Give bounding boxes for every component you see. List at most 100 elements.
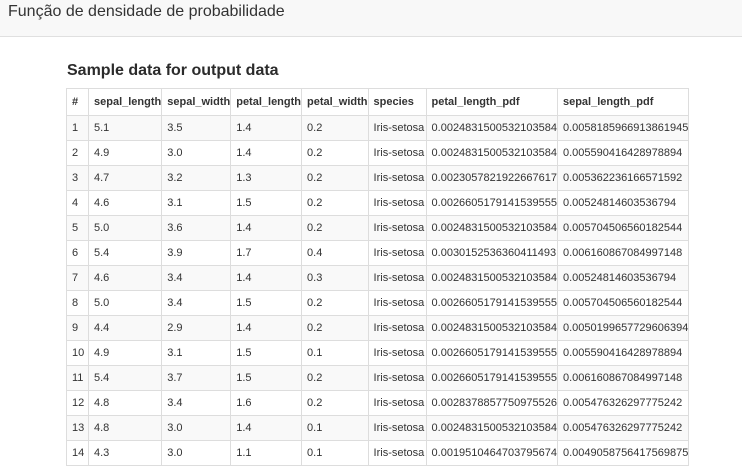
table-cell: 4.6 — [87, 265, 163, 291]
table-row: 13 4.8 3.0 1.4 0.1 Iris-setosa 0.0024831500532… — [66, 415, 690, 441]
table-cell: 0.0030152536360411493 — [425, 240, 558, 266]
table-cell: 0.005590416428978894 — [556, 140, 690, 166]
column-header: petal_width — [301, 88, 369, 116]
table-cell: 0.1 — [301, 415, 369, 441]
table-cell: 5 — [66, 215, 89, 241]
table-cell: 0.005704506560182544 — [556, 215, 690, 241]
table-cell: Iris-setosa — [367, 440, 427, 466]
table-cell: 0.0028378857750975526 — [425, 390, 558, 416]
table-cell: 0.2 — [301, 215, 369, 241]
table-cell: 5.4 — [87, 240, 163, 266]
table-cell: 1.7 — [230, 240, 303, 266]
table-cell: 0.00524814603536794 — [556, 265, 690, 291]
table-row: 9 4.4 2.9 1.4 0.2 Iris-setosa 0.00248315005321… — [66, 315, 690, 341]
table-cell: 4 — [66, 190, 89, 216]
table-cell: Iris-setosa — [367, 115, 427, 141]
table-cell: 1.1 — [230, 440, 303, 466]
table-body: 1 5.1 3.5 1.4 0.2 Iris-setosa 0.00248315005321… — [66, 115, 690, 466]
table-cell: Iris-setosa — [367, 165, 427, 191]
table-cell: 4.8 — [87, 390, 163, 416]
table-cell: 9 — [66, 315, 89, 341]
table-cell: 1 — [66, 115, 89, 141]
table-cell: 5.1 — [87, 115, 163, 141]
table-cell: 1.4 — [230, 265, 303, 291]
table-cell: 3.4 — [161, 290, 232, 316]
table-cell: 12 — [66, 390, 89, 416]
table-cell: 3.2 — [161, 165, 232, 191]
sample-data-table: # sepal_length sepal_width petal_length peta… — [66, 88, 690, 466]
table-cell: 0.0024831500532103584 — [425, 315, 558, 341]
table-row: 2 4.9 3.0 1.4 0.2 Iris-setosa 0.00248315005321… — [66, 140, 690, 166]
table-cell: Iris-setosa — [367, 290, 427, 316]
table-cell: 3.5 — [161, 115, 232, 141]
table-cell: 13 — [66, 415, 89, 441]
table-cell: 0.1 — [301, 340, 369, 366]
table-cell: 1.4 — [230, 415, 303, 441]
table-cell: 3.7 — [161, 365, 232, 391]
table-cell: 3.9 — [161, 240, 232, 266]
table-cell: 5.4 — [87, 365, 163, 391]
table-cell: Iris-setosa — [367, 215, 427, 241]
table-cell: 1.5 — [230, 365, 303, 391]
table-cell: 0.0023057821922667617 — [425, 165, 558, 191]
table-cell: 14 — [66, 440, 89, 466]
table-cell: 0.2 — [301, 365, 369, 391]
table-row: 1 5.1 3.5 1.4 0.2 Iris-setosa 0.00248315005321… — [66, 115, 690, 141]
table-cell: 0.006160867084997148 — [556, 365, 690, 391]
table-cell: Iris-setosa — [367, 340, 427, 366]
table-cell: 3 — [66, 165, 89, 191]
table-cell: 0.0026605179141539555 — [425, 365, 558, 391]
table-cell: 0.0058185966913861945 — [556, 115, 690, 141]
table-cell: 8 — [66, 290, 89, 316]
table-cell: 0.00524814603536794 — [556, 190, 690, 216]
table-cell: 3.0 — [161, 415, 232, 441]
table-row: 3 4.7 3.2 1.3 0.2 Iris-setosa 0.00230578219226… — [66, 165, 690, 191]
table-cell: 3.1 — [161, 340, 232, 366]
table-cell: Iris-setosa — [367, 265, 427, 291]
table-cell: 1.5 — [230, 290, 303, 316]
table-cell: Iris-setosa — [367, 365, 427, 391]
table-cell: 10 — [66, 340, 89, 366]
table-cell: 0.005362236166571592 — [556, 165, 690, 191]
table-header-row: # sepal_length sepal_width petal_length peta… — [66, 88, 690, 116]
table-cell: 0.0024831500532103584 — [425, 265, 558, 291]
table-row: 10 4.9 3.1 1.5 0.1 Iris-setosa 0.0026605179141… — [66, 340, 690, 366]
table-cell: 3.0 — [161, 140, 232, 166]
table-cell: 1.5 — [230, 190, 303, 216]
table-cell: 3.0 — [161, 440, 232, 466]
table-cell: 0.0050199657729606394 — [556, 315, 690, 341]
table-row: 5 5.0 3.6 1.4 0.2 Iris-setosa 0.00248315005321… — [66, 215, 690, 241]
table-cell: 1.5 — [230, 340, 303, 366]
table-cell: 0.4 — [301, 240, 369, 266]
table-cell: 1.3 — [230, 165, 303, 191]
table-cell: 4.9 — [87, 340, 163, 366]
table-cell: 0.006160867084997148 — [556, 240, 690, 266]
table-cell: 0.0024831500532103584 — [425, 140, 558, 166]
table-cell: 0.3 — [301, 265, 369, 291]
table-cell: 11 — [66, 365, 89, 391]
table-cell: 0.005704506560182544 — [556, 290, 690, 316]
section-title: Sample data for output data — [67, 62, 279, 79]
table-row: 6 5.4 3.9 1.7 0.4 Iris-setosa 0.00301525363604… — [66, 240, 690, 266]
table-cell: 0.005590416428978894 — [556, 340, 690, 366]
table-cell: 1.6 — [230, 390, 303, 416]
column-header: species — [367, 88, 427, 116]
page-title: Função de densidade de probabilidade — [8, 3, 285, 20]
table-cell: 0.2 — [301, 390, 369, 416]
table-cell: 0.2 — [301, 315, 369, 341]
table-cell: 5.0 — [87, 290, 163, 316]
table-cell: 4.8 — [87, 415, 163, 441]
table-cell: 0.0024831500532103584 — [425, 115, 558, 141]
table-row: 4 4.6 3.1 1.5 0.2 Iris-setosa 0.00266051791415… — [66, 190, 690, 216]
table-cell: 3.1 — [161, 190, 232, 216]
column-header: sepal_length — [87, 88, 163, 116]
table-cell: 0.005476326297775242 — [556, 390, 690, 416]
table-cell: 0.0024831500532103584 — [425, 215, 558, 241]
column-header: sepal_width — [161, 88, 232, 116]
table-cell: 4.6 — [87, 190, 163, 216]
table-cell: Iris-setosa — [367, 390, 427, 416]
table-cell: 0.2 — [301, 115, 369, 141]
table-cell: 3.6 — [161, 215, 232, 241]
table-cell: 7 — [66, 265, 89, 291]
table-cell: 0.0024831500532103584 — [425, 415, 558, 441]
